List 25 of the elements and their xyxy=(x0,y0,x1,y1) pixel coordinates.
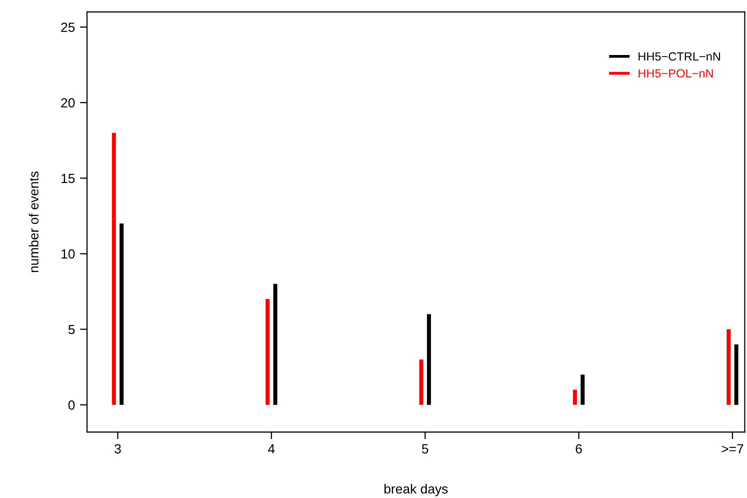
y-tick-label: 0 xyxy=(68,400,75,410)
y-tick-label: 15 xyxy=(62,174,75,184)
x-tick-label: >=7 xyxy=(722,444,744,454)
bar xyxy=(266,299,270,405)
bar xyxy=(112,132,116,405)
y-tick-label: 10 xyxy=(62,249,75,259)
x-tick-label: 4 xyxy=(268,444,275,454)
legend-label: HH5−POL−nN xyxy=(638,69,713,78)
x-axis-title: break days xyxy=(384,484,448,496)
x-tick-label: 3 xyxy=(114,444,121,454)
x-tick-label: 6 xyxy=(576,444,582,454)
bar xyxy=(273,284,278,405)
bar xyxy=(419,359,424,405)
y-tick-label: 5 xyxy=(68,324,75,334)
bar xyxy=(426,314,431,405)
legend-label: HH5−CTRL−nN xyxy=(638,52,720,61)
y-tick-label: 25 xyxy=(61,22,75,32)
bar xyxy=(580,374,585,405)
bar xyxy=(120,223,124,405)
y-tick-label: 20 xyxy=(61,98,75,108)
x-tick-label: 5 xyxy=(422,444,428,454)
bar xyxy=(734,344,738,405)
bar xyxy=(726,329,731,405)
y-axis-title: number of events xyxy=(28,171,38,272)
bar xyxy=(572,390,577,405)
